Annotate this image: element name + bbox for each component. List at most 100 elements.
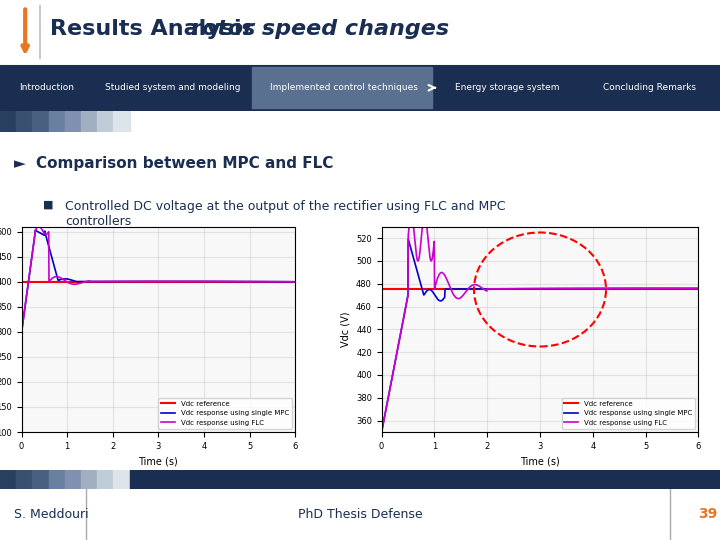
Text: Introduction: Introduction xyxy=(19,83,74,92)
Text: Studied system and modeling: Studied system and modeling xyxy=(105,83,240,92)
Bar xyxy=(49,111,65,132)
Vdc response using single MPC xyxy=(138,278,147,285)
Text: comparing to FLC: comparing to FLC xyxy=(446,287,557,301)
Bar xyxy=(32,111,49,132)
Vdc reference xyxy=(205,279,214,285)
Vdc response using single MPC xyxy=(291,279,300,285)
Line: Vdc response using single MPC: Vdc response using single MPC xyxy=(382,239,698,432)
Bar xyxy=(81,111,97,132)
Bar xyxy=(130,470,720,489)
Text: PhD Thesis Defense: PhD Thesis Defense xyxy=(297,508,423,521)
Vdc response using FLC xyxy=(236,278,245,285)
Bar xyxy=(16,470,32,489)
Vdc response using FLC xyxy=(517,286,526,292)
Y-axis label: Vdc (V): Vdc (V) xyxy=(341,312,351,347)
Bar xyxy=(81,470,97,489)
Bar xyxy=(0,67,90,109)
Bar xyxy=(94,67,248,109)
Text: rotor speed changes: rotor speed changes xyxy=(191,19,449,39)
Text: Energy storage system: Energy storage system xyxy=(455,83,560,92)
Vdc response using FLC xyxy=(291,279,300,285)
Vdc reference xyxy=(595,286,603,293)
Bar xyxy=(114,470,130,489)
X-axis label: Time (s): Time (s) xyxy=(138,456,179,466)
Vdc response using FLC xyxy=(17,329,26,335)
Vdc reference xyxy=(377,286,386,293)
Vdc response using FLC xyxy=(377,429,386,435)
Vdc response using single MPC xyxy=(625,285,634,292)
Vdc response using FLC xyxy=(128,278,137,285)
Line: Vdc response using FLC: Vdc response using FLC xyxy=(22,227,295,332)
Vdc reference xyxy=(694,286,703,293)
Text: ►: ► xyxy=(14,156,26,171)
Vdc reference xyxy=(235,279,244,285)
Bar xyxy=(252,67,432,109)
Bar xyxy=(65,111,81,132)
Bar xyxy=(580,67,716,109)
Vdc response using FLC xyxy=(33,224,42,230)
Vdc reference xyxy=(230,279,239,285)
Vdc response using FLC xyxy=(410,231,418,238)
Vdc response using single MPC xyxy=(17,329,26,335)
Text: 10 V reduction: 10 V reduction xyxy=(446,227,538,240)
Vdc response using single MPC xyxy=(205,278,214,285)
Vdc reference xyxy=(630,286,639,293)
Vdc response using FLC xyxy=(630,285,639,292)
Vdc response using FLC xyxy=(694,285,703,292)
Text: Implemented control techniques: Implemented control techniques xyxy=(270,83,418,92)
Vdc reference xyxy=(45,279,54,285)
Bar xyxy=(49,470,65,489)
Vdc reference xyxy=(291,279,300,285)
Vdc response using single MPC xyxy=(410,258,418,264)
Text: S. Meddouri: S. Meddouri xyxy=(14,508,89,521)
Text: ■: ■ xyxy=(43,200,54,210)
Text: Comparison between MPC and FLC: Comparison between MPC and FLC xyxy=(36,156,333,171)
Bar xyxy=(97,470,114,489)
Bar xyxy=(114,111,130,132)
Vdc response using single MPC xyxy=(595,285,604,292)
Vdc response using single MPC xyxy=(694,285,703,292)
Vdc response using FLC xyxy=(405,224,413,230)
Vdc reference xyxy=(410,286,418,293)
Vdc reference xyxy=(505,286,514,293)
Vdc response using single MPC xyxy=(505,286,514,292)
Vdc response using single MPC xyxy=(377,429,386,435)
Vdc response using single MPC xyxy=(630,285,639,292)
Vdc response using single MPC xyxy=(45,247,54,253)
Vdc reference xyxy=(517,286,526,293)
Bar xyxy=(65,470,81,489)
Vdc response using FLC xyxy=(138,278,147,285)
Vdc reference xyxy=(17,279,26,285)
Text: ≈ 22 % of  improvement: ≈ 22 % of improvement xyxy=(446,257,600,270)
Vdc response using FLC xyxy=(205,278,214,285)
Vdc response using FLC xyxy=(45,278,54,284)
Vdc response using single MPC xyxy=(128,278,137,285)
X-axis label: Time (s): Time (s) xyxy=(520,456,560,466)
Bar xyxy=(32,470,49,489)
Bar xyxy=(0,470,16,489)
Vdc response using single MPC xyxy=(31,227,40,234)
Bar xyxy=(97,111,114,132)
Line: Vdc response using FLC: Vdc response using FLC xyxy=(382,227,698,432)
Vdc response using single MPC xyxy=(404,236,413,242)
Vdc response using single MPC xyxy=(236,278,245,285)
Vdc response using single MPC xyxy=(517,286,526,292)
Vdc response using FLC xyxy=(505,286,514,292)
Bar xyxy=(436,67,576,109)
Vdc response using FLC xyxy=(625,285,634,292)
Vdc response using FLC xyxy=(231,278,240,285)
Vdc response using FLC xyxy=(595,285,604,292)
Vdc reference xyxy=(128,279,137,285)
Bar xyxy=(16,111,32,132)
Line: Vdc response using single MPC: Vdc response using single MPC xyxy=(22,231,295,332)
Legend: Vdc reference, Vdc response using single MPC, Vdc response using FLC: Vdc reference, Vdc response using single… xyxy=(562,398,695,429)
Vdc response using single MPC xyxy=(231,278,240,285)
Text: Controlled DC voltage at the output of the rectifier using FLC and MPC
controlle: Controlled DC voltage at the output of t… xyxy=(65,200,505,228)
Text: 39: 39 xyxy=(698,508,718,521)
Legend: Vdc reference, Vdc response using single MPC, Vdc response using FLC: Vdc reference, Vdc response using single… xyxy=(158,398,292,429)
Text: Results Analysis -: Results Analysis - xyxy=(50,19,280,39)
Bar xyxy=(0,111,16,132)
Vdc reference xyxy=(138,279,146,285)
Vdc reference xyxy=(624,286,633,293)
Text: Concluding Remarks: Concluding Remarks xyxy=(603,83,696,92)
